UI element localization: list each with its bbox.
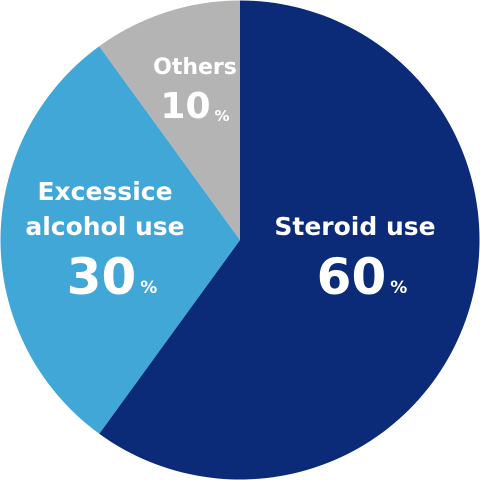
value-number: 30: [67, 248, 137, 306]
pie-slice: [99, 0, 240, 240]
value-label: 60%: [317, 248, 408, 306]
slice-label: Excessice alcohol use: [25, 177, 184, 241]
value-label: 30%: [67, 248, 158, 306]
pie-slice: [0, 46, 241, 434]
value-number: 10: [160, 86, 210, 127]
value-number: 60: [317, 248, 387, 306]
slice-label: Steroid use: [274, 212, 435, 241]
value-unit: %: [215, 107, 230, 125]
pie-slice: [99, 0, 480, 480]
label-line: alcohol use: [25, 212, 184, 241]
slice-label: Others: [153, 55, 237, 80]
label-line: Excessice: [37, 177, 172, 206]
value-label: 10%: [160, 86, 229, 127]
value-unit: %: [390, 278, 407, 298]
value-unit: %: [140, 278, 157, 298]
